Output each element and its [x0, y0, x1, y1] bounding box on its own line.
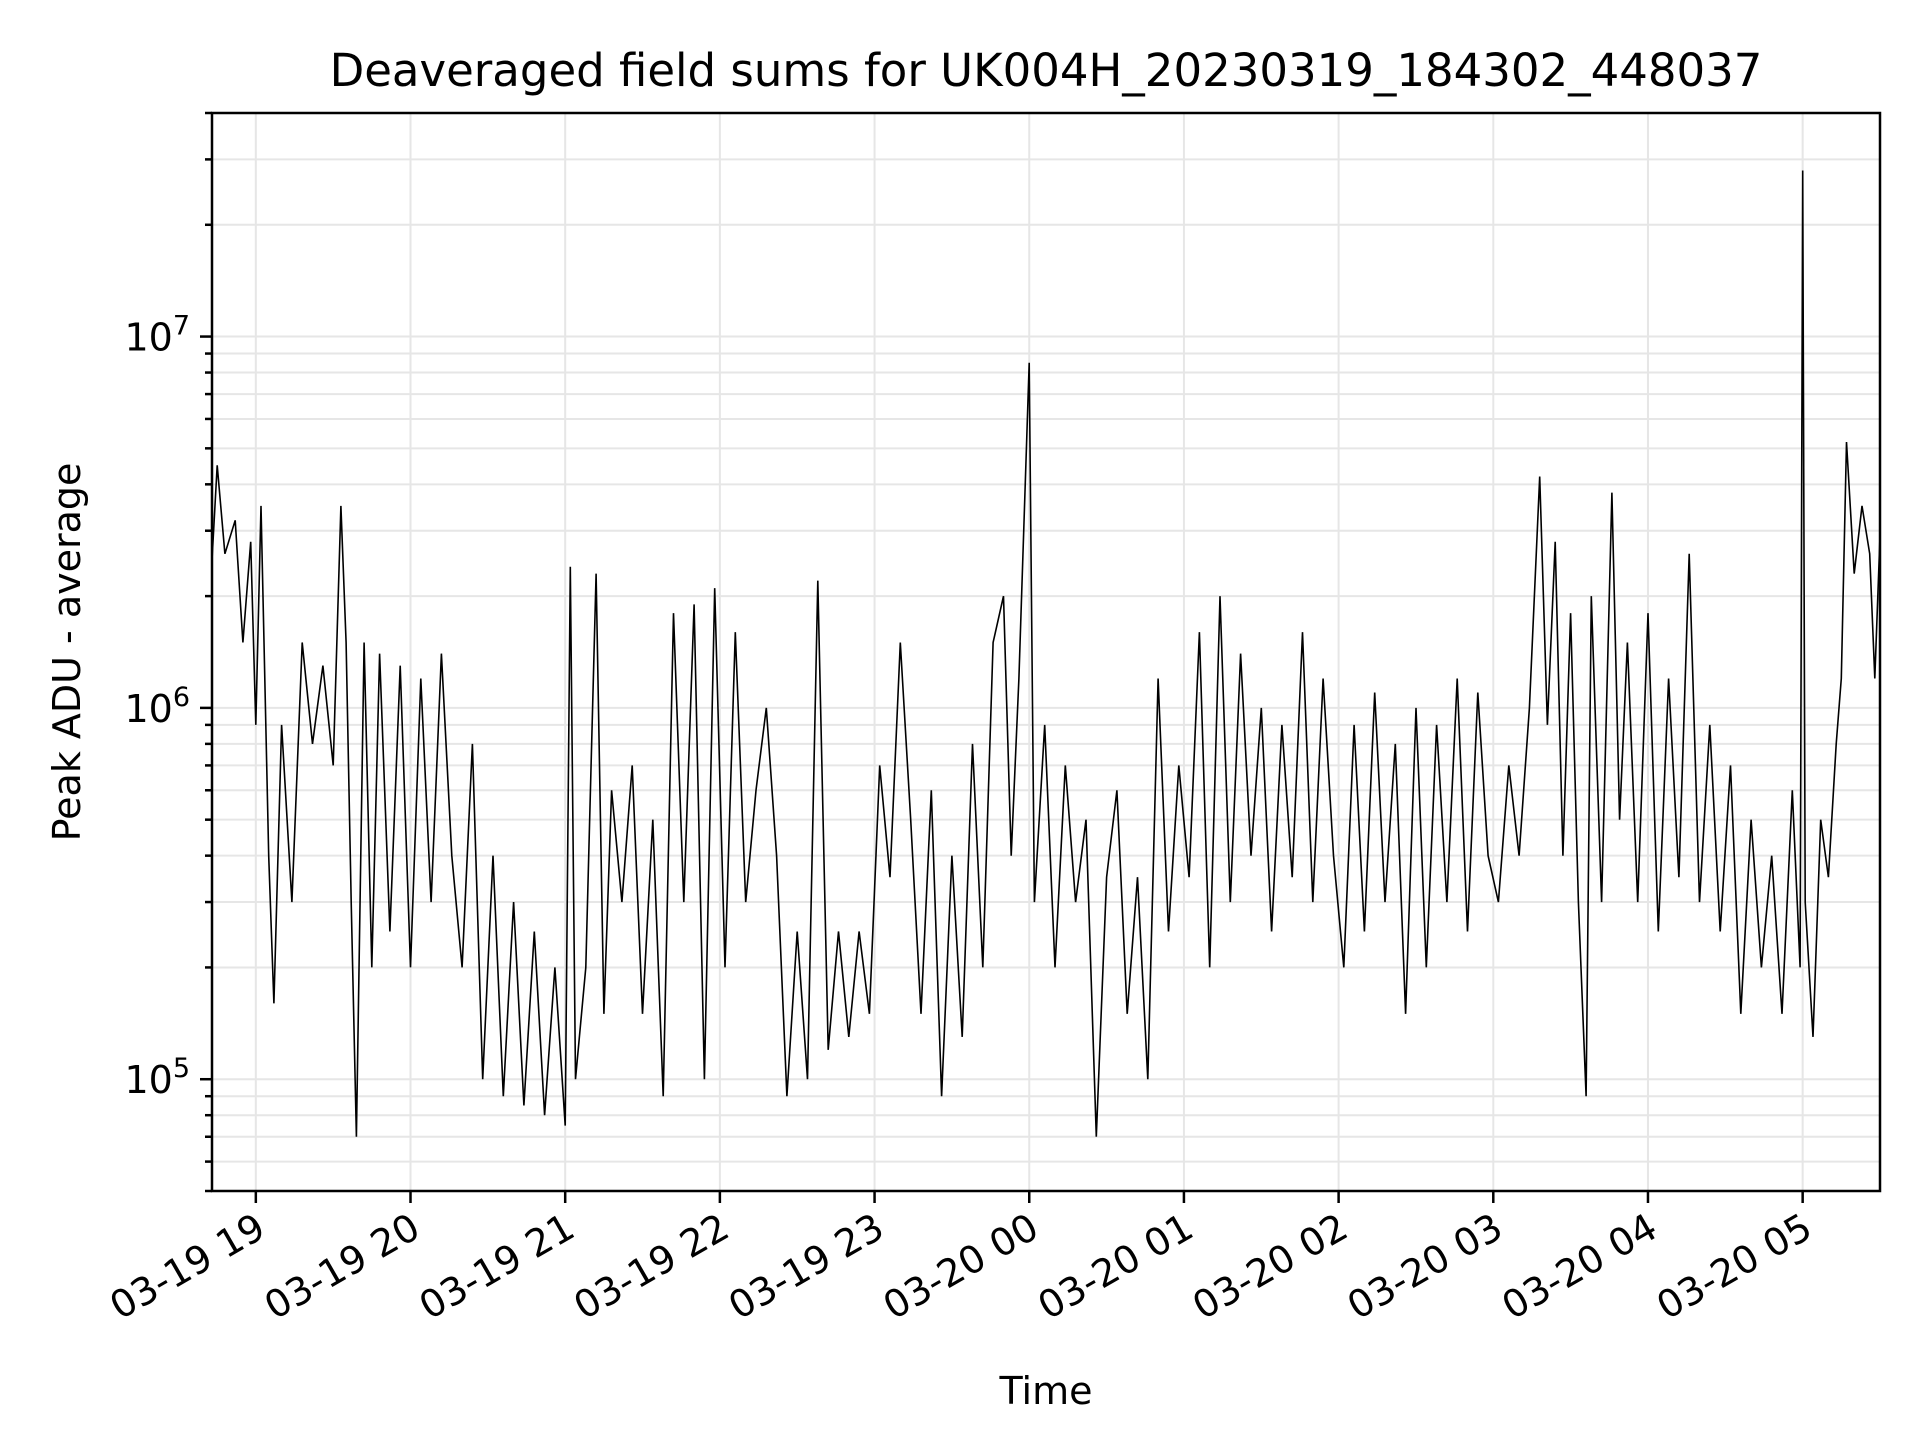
y-tick-label-base: 10 — [124, 316, 172, 360]
series-line — [211, 170, 1881, 1137]
series-layer — [211, 170, 1881, 1137]
y-tick-label-exponent: 7 — [173, 311, 190, 342]
x-axis-label: Time — [999, 1369, 1093, 1413]
grid-lines — [212, 112, 1880, 1192]
plot-frame — [210, 111, 1882, 1193]
y-tick-label-base: 10 — [124, 687, 172, 731]
y-tick-label: 107 — [124, 311, 190, 360]
chart-title: Deaveraged field sums for UK004H_2023031… — [330, 44, 1763, 97]
y-tick-label: 106 — [124, 682, 190, 731]
y-tick-label-exponent: 5 — [173, 1053, 190, 1084]
y-tick-label-exponent: 6 — [173, 682, 190, 713]
y-tick-label-base: 10 — [124, 1058, 172, 1102]
y-tick-label: 105 — [124, 1053, 190, 1102]
y-axis-label: Peak ADU - average — [45, 463, 89, 842]
